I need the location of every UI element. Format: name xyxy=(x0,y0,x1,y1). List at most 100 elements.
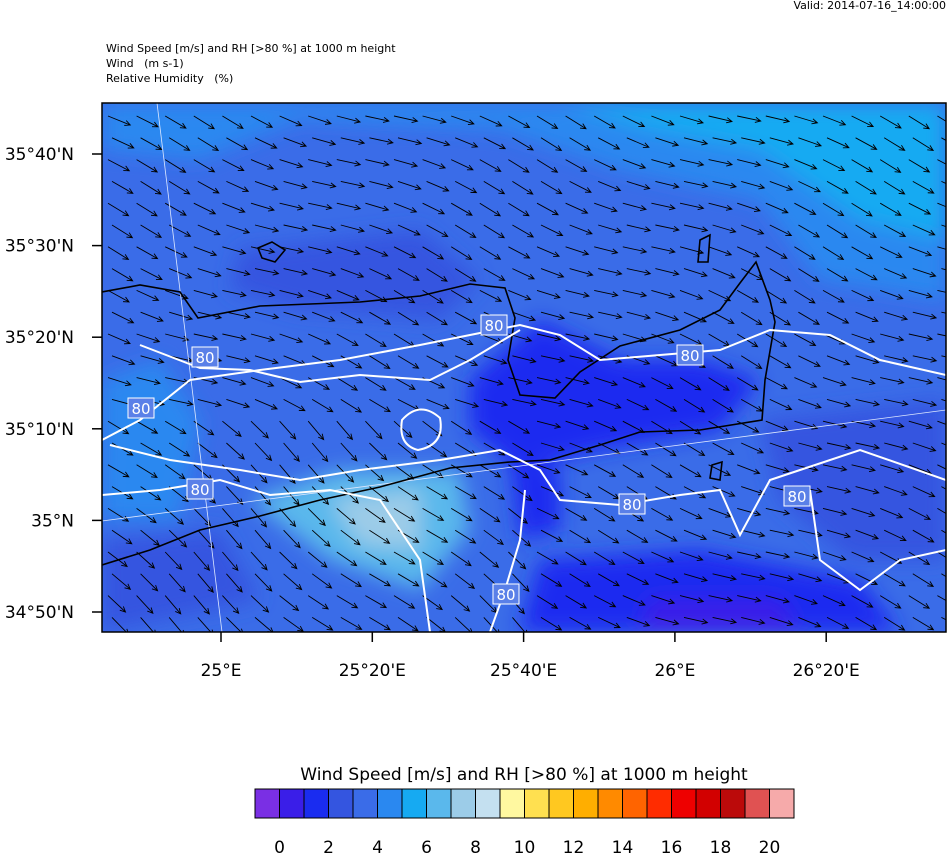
wind-arrow xyxy=(883,617,906,631)
wind-arrow xyxy=(536,289,561,299)
contour-labels: 80 80 80 80 80 80 80 80 xyxy=(127,314,811,605)
wind-arrow xyxy=(483,137,507,150)
wind-arrow xyxy=(622,551,645,564)
wind-arrow xyxy=(879,202,902,216)
wind-arrow xyxy=(397,268,420,281)
wind-arrow xyxy=(512,224,535,238)
wind-arrow xyxy=(626,311,652,320)
wind-arrow xyxy=(455,355,479,366)
wind-arrow xyxy=(851,202,873,217)
wind-arrow xyxy=(880,377,905,385)
wind-arrow xyxy=(226,355,251,364)
wind-arrow xyxy=(937,289,946,293)
wind-arrow xyxy=(250,377,275,387)
wind-arrow xyxy=(393,420,413,439)
wind-arrow xyxy=(397,486,419,501)
wind-arrow xyxy=(336,115,362,124)
wind-arrow xyxy=(536,595,559,609)
wind-arrow xyxy=(765,159,790,169)
wind-arrow xyxy=(569,268,594,277)
colorbar-label: 20 xyxy=(759,838,781,854)
wind-arrow xyxy=(651,289,676,299)
wind-arrow xyxy=(312,137,337,146)
colorbar-swatch xyxy=(671,788,697,819)
wind-arrow xyxy=(426,224,449,237)
wind-arrow xyxy=(765,507,791,516)
wind-arrow xyxy=(308,289,332,300)
wind-arrow xyxy=(222,595,240,615)
wind-arrow xyxy=(340,224,365,233)
wind-arrow xyxy=(655,311,680,321)
wind-arrow xyxy=(883,573,906,587)
wind-arrow xyxy=(365,202,390,212)
wind-arrow xyxy=(222,333,247,341)
wind-arrow xyxy=(655,180,680,189)
wind-arrow xyxy=(536,420,562,429)
contour-label: 80 xyxy=(787,488,806,506)
contour-label-box xyxy=(783,485,811,507)
wind-arrow xyxy=(283,442,300,463)
wind-arrow xyxy=(254,268,280,276)
wind-arrow xyxy=(365,333,387,348)
wind-arrow xyxy=(884,442,909,451)
wind-arrow xyxy=(454,311,478,325)
wind-arrow xyxy=(594,159,617,171)
lat-label: 34°50'N xyxy=(5,603,74,623)
wind-arrow xyxy=(822,464,848,472)
wind-arrow xyxy=(565,377,590,386)
wind-arrow xyxy=(250,202,275,212)
wind-arrow xyxy=(250,420,269,439)
wind-arrow xyxy=(136,551,156,569)
wind-arrow xyxy=(336,508,356,525)
wind-arrow xyxy=(426,529,449,543)
wind-arrow xyxy=(912,398,938,407)
wind-arrow xyxy=(107,420,130,435)
wind-arrow xyxy=(512,311,537,322)
wind-arrow xyxy=(593,115,616,129)
wind-arrow xyxy=(741,616,766,625)
wind-arrow xyxy=(340,311,364,324)
wind-arrow xyxy=(365,595,388,609)
wind-arrow xyxy=(279,202,304,211)
wind-arrow xyxy=(540,181,563,195)
wind-arrow xyxy=(794,333,817,346)
wind-arrow xyxy=(712,399,734,413)
wind-arrow xyxy=(111,573,132,590)
wind-arrow xyxy=(594,246,619,255)
wind-arrow xyxy=(455,398,480,408)
wind-arrow xyxy=(712,137,738,145)
wind-arrow xyxy=(479,551,500,568)
wind-arrow xyxy=(454,224,477,239)
wind-arrow xyxy=(193,246,218,257)
wind-arrow xyxy=(369,355,391,370)
wind-arrow xyxy=(679,551,704,562)
wind-arrow xyxy=(426,398,450,410)
wind-arrow xyxy=(136,246,159,260)
wind-arrow xyxy=(937,508,946,515)
map-area: 80 80 80 80 80 80 80 80 xyxy=(102,103,946,632)
wind-arrow xyxy=(598,224,623,234)
grid-meridian xyxy=(156,103,223,632)
wind-arrow xyxy=(737,551,762,559)
wind-arrow xyxy=(708,115,733,124)
wind-arrow xyxy=(279,595,300,612)
wind-arrow xyxy=(312,311,336,322)
wind-arrow xyxy=(479,289,503,302)
wind-arrow xyxy=(111,137,135,149)
wind-arrow xyxy=(736,290,760,303)
wind-arrow xyxy=(393,202,418,213)
wind-arrow xyxy=(683,399,706,413)
wind-arrow xyxy=(508,551,527,570)
wind-arrow xyxy=(450,202,473,216)
wind-arrow xyxy=(683,573,709,583)
wind-arrow xyxy=(941,573,946,578)
wind-arrow xyxy=(626,180,651,190)
wind-arrow xyxy=(508,420,531,434)
wind-arrow xyxy=(855,486,880,495)
wind-arrow xyxy=(365,377,387,391)
wind-arrow xyxy=(393,159,419,168)
wind-arrow xyxy=(622,115,646,128)
wind-arrow xyxy=(340,617,363,630)
wind-arrow xyxy=(226,398,251,409)
wind-arrow xyxy=(879,115,902,129)
